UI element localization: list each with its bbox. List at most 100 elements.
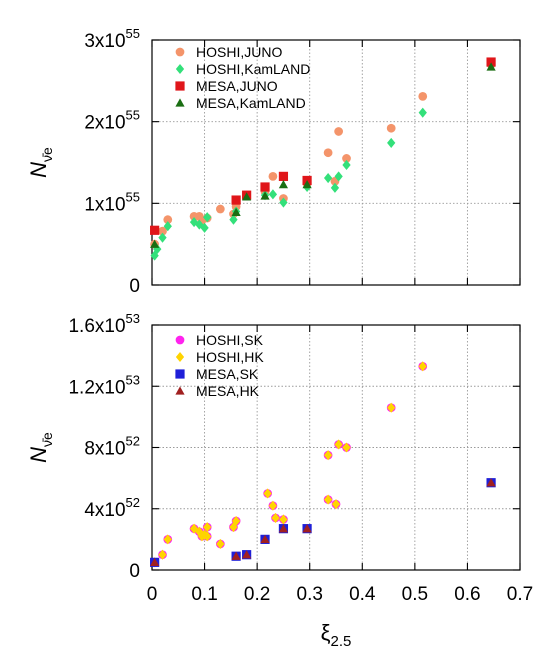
data-point (242, 192, 252, 201)
data-point (203, 531, 212, 542)
data-point (242, 550, 252, 559)
legend-marker (175, 47, 185, 57)
legend-marker (175, 98, 185, 107)
data-point (323, 172, 333, 184)
data-point (486, 57, 496, 67)
data-point (231, 207, 241, 216)
data-point (342, 442, 351, 453)
data-point (203, 212, 212, 223)
data-point (268, 189, 278, 200)
data-point (486, 478, 496, 487)
data-point (229, 522, 238, 533)
data-point (260, 182, 270, 192)
data-point (302, 524, 312, 533)
data-point (231, 551, 241, 560)
data-point (278, 171, 289, 181)
data-point (268, 172, 278, 181)
legend-label: MESA,KamLAND (196, 95, 306, 111)
series-mesa-kamland (150, 62, 496, 248)
data-point (330, 182, 340, 193)
legend-marker (175, 335, 185, 345)
data-point (279, 514, 288, 525)
data-point (229, 214, 238, 225)
y-tick-label: 8x1052 (84, 434, 140, 460)
legend-label: HOSHI,JUNO (196, 44, 282, 60)
x-tick-label: 0.7 (507, 584, 533, 605)
y-tick-label: 2x1055 (84, 108, 140, 134)
legend-marker (175, 63, 185, 75)
data-point (216, 538, 225, 550)
legend-label: HOSHI,HK (196, 349, 264, 365)
data-point (331, 499, 341, 510)
data-point (163, 221, 172, 232)
x-axis-label: ξ2.5 (321, 620, 352, 650)
y-tick-label: 4x1052 (84, 495, 140, 521)
data-point (387, 137, 396, 148)
x-tick-label: 0.4 (349, 584, 376, 605)
x-tick-label: 0.3 (297, 584, 323, 605)
data-point (163, 534, 172, 545)
data-point (386, 123, 396, 133)
series-mesa-hk (150, 478, 496, 567)
data-point (260, 534, 270, 544)
data-point (153, 244, 162, 255)
data-point (418, 361, 427, 372)
data-point (268, 500, 278, 511)
y-tick-label: 3x1055 (84, 26, 140, 52)
data-point (279, 197, 288, 208)
data-point (278, 179, 289, 189)
y-tick-label: 0 (129, 561, 140, 582)
data-point (158, 549, 167, 560)
y-tick-label: 1x1055 (84, 189, 140, 215)
x-tick-label: 0 (147, 584, 158, 605)
data-point (342, 159, 351, 171)
x-tick-label: 0.1 (191, 584, 217, 605)
data-point (150, 250, 159, 261)
data-point (195, 526, 204, 537)
data-point (150, 239, 160, 248)
data-point (260, 191, 270, 200)
data-point (302, 179, 312, 189)
legend-marker (175, 351, 185, 363)
x-tick-label: 0.5 (402, 584, 428, 605)
data-point (342, 154, 351, 163)
x-tick-label: 0.6 (454, 584, 480, 605)
data-point (231, 515, 241, 527)
x-tick-label: 0.2 (244, 584, 270, 605)
data-point (387, 402, 396, 413)
data-point (150, 557, 160, 567)
data-point (271, 512, 280, 523)
y-axis-label: Nν̄e (26, 432, 55, 463)
legend-label: MESA,JUNO (196, 78, 278, 94)
data-point (263, 488, 272, 499)
data-point (231, 195, 241, 205)
legend-marker (175, 81, 185, 91)
series-mesa-sk (150, 478, 496, 567)
data-point (158, 226, 167, 236)
data-point (323, 450, 333, 461)
top-panel: 0 1x1055 2x1055 3x1055 Nν̄e HOSHI,JUNOHOSHI,K… (26, 26, 521, 297)
series-hoshi-sk (150, 361, 428, 567)
y-tick-label: 1.6x1053 (68, 311, 140, 337)
data-point (334, 439, 343, 450)
legend-label: MESA,SK (196, 366, 259, 382)
plot-frame (151, 39, 521, 286)
legend-marker (175, 369, 185, 379)
data-point (215, 204, 225, 214)
legend-label: MESA,HK (196, 383, 260, 399)
data-point (158, 232, 167, 243)
bottom-panel: 0 4x1052 8x1052 1.2x1053 1.6x1053 0 0.1 0.2 0.3 0… (26, 311, 533, 650)
legend-label: HOSHI,SK (196, 332, 264, 348)
legend-label: HOSHI,KamLAND (196, 61, 310, 77)
y-tick-label: 0 (129, 276, 140, 297)
y-axis-label: Nν̄e (26, 147, 55, 178)
data-point (150, 225, 160, 235)
data-point (189, 523, 199, 534)
data-point (278, 524, 289, 533)
data-point (334, 127, 343, 136)
data-point (163, 215, 173, 225)
data-point (203, 522, 212, 533)
data-point (323, 494, 333, 505)
data-point (418, 91, 428, 101)
